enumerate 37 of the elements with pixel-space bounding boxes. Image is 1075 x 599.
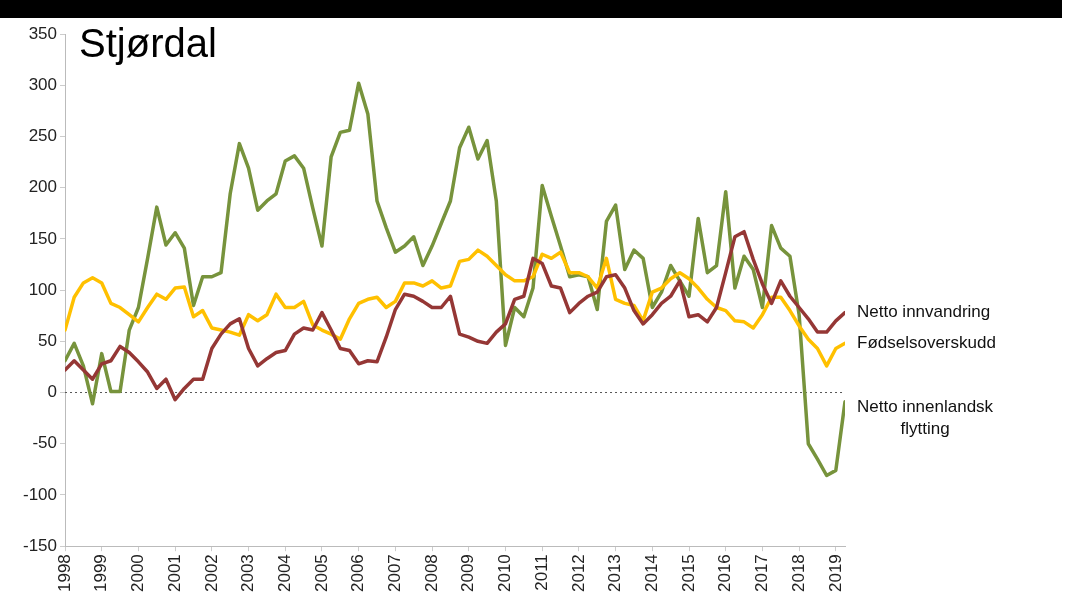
series-label: Netto innenlandsk flytting — [857, 397, 994, 439]
x-tick-label: 2005 — [311, 554, 331, 593]
y-tick-label: -50 — [32, 433, 58, 453]
x-tick-label: 2019 — [825, 554, 845, 593]
x-tick-label: 2015 — [678, 554, 698, 593]
y-tick-label: 150 — [28, 228, 58, 248]
x-tick-label: 2017 — [752, 554, 772, 593]
y-tick-label: 300 — [28, 74, 58, 94]
x-tick-label: 2003 — [238, 554, 258, 593]
y-tick-label: 250 — [28, 126, 58, 146]
x-tick-label: 2008 — [421, 554, 441, 593]
y-tick-label: 50 — [38, 331, 58, 350]
x-tick-label: 2000 — [128, 554, 148, 593]
x-tick-label: 2018 — [788, 554, 808, 593]
y-tick-label: -100 — [22, 484, 58, 504]
x-tick-label: 2006 — [348, 554, 368, 593]
chart-title: Stjørdal — [79, 21, 217, 66]
x-tick-label: 2001 — [164, 554, 184, 593]
y-tick-label: 0 — [47, 382, 58, 402]
y-tick-label: 350 — [28, 23, 58, 43]
y-tick-label: -150 — [22, 535, 58, 555]
x-tick-label: 2009 — [458, 554, 478, 593]
x-tick-label: 2014 — [641, 554, 661, 593]
x-tick-label: 2004 — [274, 554, 294, 593]
x-tick-label: 2011 — [531, 554, 551, 591]
x-tick-label: 2007 — [385, 554, 405, 593]
x-tick-label: 1998 — [54, 554, 74, 593]
y-tick-label: 200 — [28, 177, 58, 197]
y-tick-label: 100 — [28, 279, 58, 299]
series-label: Fødselsoverskudd — [857, 333, 996, 353]
x-tick-label: 2016 — [715, 554, 735, 593]
x-tick-label: 2013 — [605, 554, 625, 593]
x-tick-label: 2002 — [201, 554, 221, 593]
x-tick-label: 1999 — [91, 554, 111, 593]
series-label: Netto innvandring — [857, 302, 991, 322]
x-tick-label: 2012 — [568, 554, 588, 593]
x-tick-label: 2010 — [495, 554, 515, 593]
